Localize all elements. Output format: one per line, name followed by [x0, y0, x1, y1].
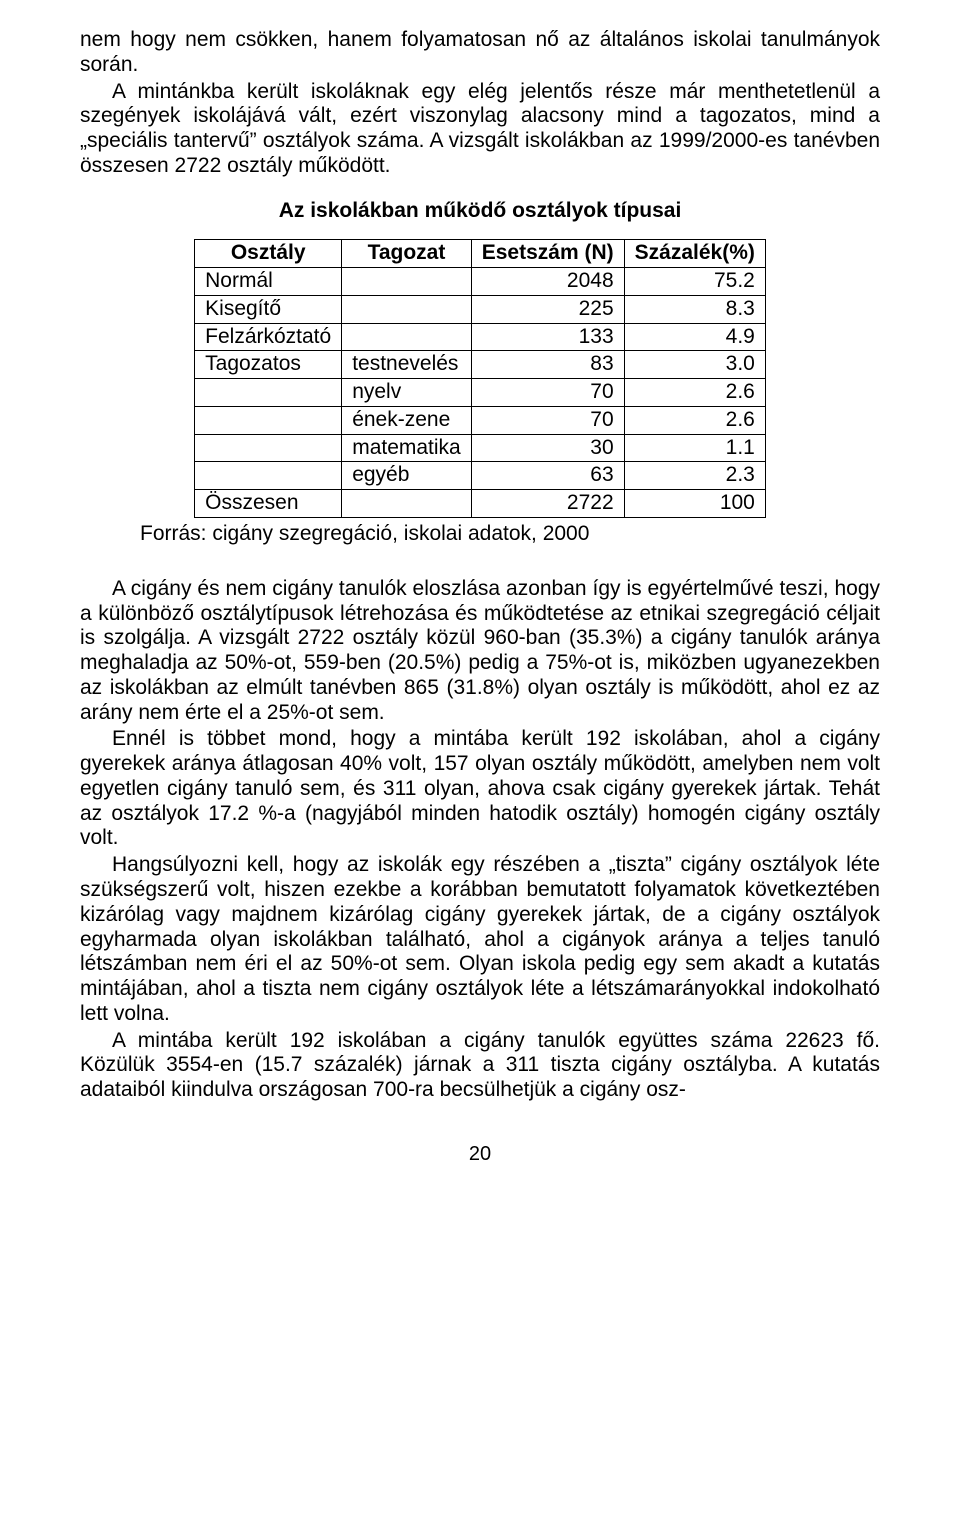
- cell: testnevelés: [342, 351, 472, 379]
- cell: 225: [471, 295, 624, 323]
- cell: [195, 462, 342, 490]
- cell: Felzárkóztató: [195, 323, 342, 351]
- table-title: Az iskolákban működő osztályok típusai: [80, 199, 880, 224]
- col-tagozat: Tagozat: [342, 240, 472, 268]
- cell: 2.6: [624, 406, 765, 434]
- cell: 2.3: [624, 462, 765, 490]
- table-row: Tagozatos testnevelés 83 3.0: [195, 351, 766, 379]
- table-source: Forrás: cigány szegregáció, iskolai adat…: [140, 522, 820, 547]
- cell: 75.2: [624, 268, 765, 296]
- cell: 100: [624, 490, 765, 518]
- cell: 70: [471, 406, 624, 434]
- cell: [195, 406, 342, 434]
- paragraph-continuation: nem hogy nem csökken, hanem folyamatosan…: [80, 28, 880, 78]
- cell: 70: [471, 379, 624, 407]
- cell: 2048: [471, 268, 624, 296]
- cell: ének-zene: [342, 406, 472, 434]
- col-osztaly: Osztály: [195, 240, 342, 268]
- page-number: 20: [80, 1143, 880, 1167]
- cell: 63: [471, 462, 624, 490]
- table-row-total: Összesen 2722 100: [195, 490, 766, 518]
- table-row: Felzárkóztató 133 4.9: [195, 323, 766, 351]
- cell: 1.1: [624, 434, 765, 462]
- cell: nyelv: [342, 379, 472, 407]
- cell: 30: [471, 434, 624, 462]
- col-szazalek: Százalék(%): [624, 240, 765, 268]
- col-esetszam: Esetszám (N): [471, 240, 624, 268]
- cell: [195, 434, 342, 462]
- paragraph: A mintába került 192 iskolában a cigány …: [80, 1029, 880, 1103]
- cell: 3.0: [624, 351, 765, 379]
- cell: matematika: [342, 434, 472, 462]
- cell: 83: [471, 351, 624, 379]
- cell: Összesen: [195, 490, 342, 518]
- table-row: nyelv 70 2.6: [195, 379, 766, 407]
- paragraph: A mintánkba került iskoláknak egy elég j…: [80, 80, 880, 179]
- cell: 4.9: [624, 323, 765, 351]
- table-row: Normál 2048 75.2: [195, 268, 766, 296]
- spacer: [80, 547, 880, 577]
- table-row: matematika 30 1.1: [195, 434, 766, 462]
- page-container: nem hogy nem csökken, hanem folyamatosan…: [0, 0, 960, 1206]
- paragraph: Hangsúlyozni kell, hogy az iskolák egy r…: [80, 853, 880, 1026]
- cell: [342, 323, 472, 351]
- cell: [342, 268, 472, 296]
- cell: 8.3: [624, 295, 765, 323]
- table-row: ének-zene 70 2.6: [195, 406, 766, 434]
- cell: [342, 490, 472, 518]
- cell: 133: [471, 323, 624, 351]
- cell: Tagozatos: [195, 351, 342, 379]
- table-header-row: Osztály Tagozat Esetszám (N) Százalék(%): [195, 240, 766, 268]
- class-types-table: Osztály Tagozat Esetszám (N) Százalék(%)…: [194, 239, 766, 518]
- cell: egyéb: [342, 462, 472, 490]
- cell: 2722: [471, 490, 624, 518]
- paragraph: Ennél is többet mond, hogy a mintába ker…: [80, 727, 880, 851]
- cell: [195, 379, 342, 407]
- table-row: egyéb 63 2.3: [195, 462, 766, 490]
- cell: Normál: [195, 268, 342, 296]
- paragraph: A cigány és nem cigány tanulók eloszlása…: [80, 577, 880, 726]
- table-row: Kisegítő 225 8.3: [195, 295, 766, 323]
- cell: [342, 295, 472, 323]
- cell: Kisegítő: [195, 295, 342, 323]
- cell: 2.6: [624, 379, 765, 407]
